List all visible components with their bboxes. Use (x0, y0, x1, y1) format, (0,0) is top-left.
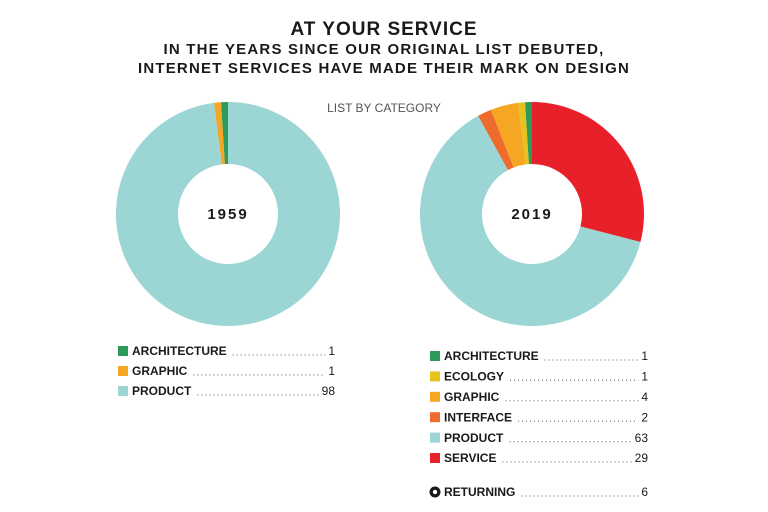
title: AT YOUR SERVICE (290, 19, 477, 40)
subtitle: INTERNET SERVICES HAVE MADE THEIR MARK O… (138, 60, 630, 77)
returning-icon-center (432, 489, 438, 495)
donut-slice (116, 102, 341, 326)
returning-value: 6 (641, 485, 648, 499)
subtitle: IN THE YEARS SINCE OUR ORIGINAL LIST DEB… (164, 41, 605, 58)
donut-slice (213, 102, 225, 165)
legend-value: 1 (641, 349, 648, 363)
legend-label: SERVICE (444, 451, 496, 465)
note: LIST BY CATEGORY (327, 101, 441, 115)
legend-swatch (118, 366, 128, 376)
legend-value: 29 (635, 451, 649, 465)
legend-swatch (118, 386, 128, 396)
legend-swatch (118, 346, 128, 356)
legend-swatch (430, 371, 440, 382)
legend-label: ECOLOGY (444, 370, 504, 384)
legend-swatch (430, 412, 440, 423)
legend-value: 4 (641, 390, 648, 404)
donut-slice (490, 102, 526, 168)
legend-value: 98 (322, 384, 336, 398)
legend-label: INTERFACE (444, 410, 512, 424)
legend-value: 2 (641, 410, 648, 424)
donut-slice (220, 102, 228, 165)
legend-value: 1 (328, 344, 335, 358)
legend-swatch (430, 432, 440, 443)
legend-swatch (430, 351, 440, 361)
legend-label: ARCHITECTURE (132, 344, 227, 358)
legend-value: 63 (635, 431, 649, 445)
legend-label: PRODUCT (444, 431, 504, 445)
legend-swatch (430, 453, 440, 463)
donut-slice (524, 102, 532, 165)
legend-value: 1 (641, 370, 648, 384)
donut-slice (420, 115, 641, 326)
legend-label: GRAPHIC (444, 390, 500, 404)
center-label: 1959 (207, 206, 248, 223)
legend-label: GRAPHIC (132, 364, 188, 378)
legend-label: PRODUCT (132, 384, 192, 398)
donut-slice (517, 102, 529, 165)
returning-label: RETURNING (444, 485, 515, 499)
legend-label: ARCHITECTURE (444, 349, 539, 363)
donut-slice (478, 109, 514, 171)
donut-slice (532, 102, 645, 242)
legend-swatch (430, 391, 440, 402)
legend-value: 1 (328, 364, 335, 378)
center-label: 2019 (511, 206, 552, 223)
